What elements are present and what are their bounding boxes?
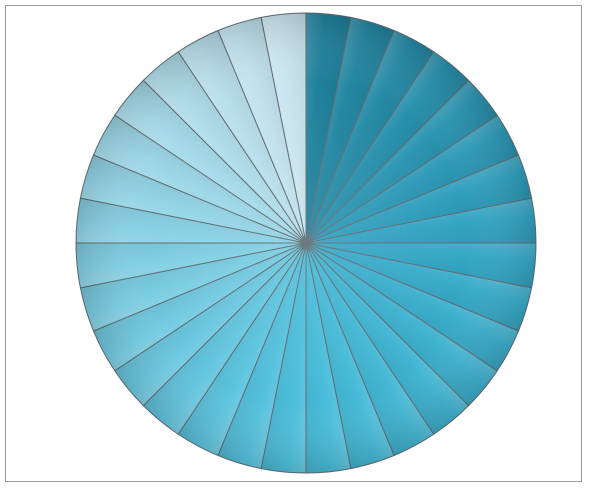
pie-slices — [75, 12, 537, 474]
